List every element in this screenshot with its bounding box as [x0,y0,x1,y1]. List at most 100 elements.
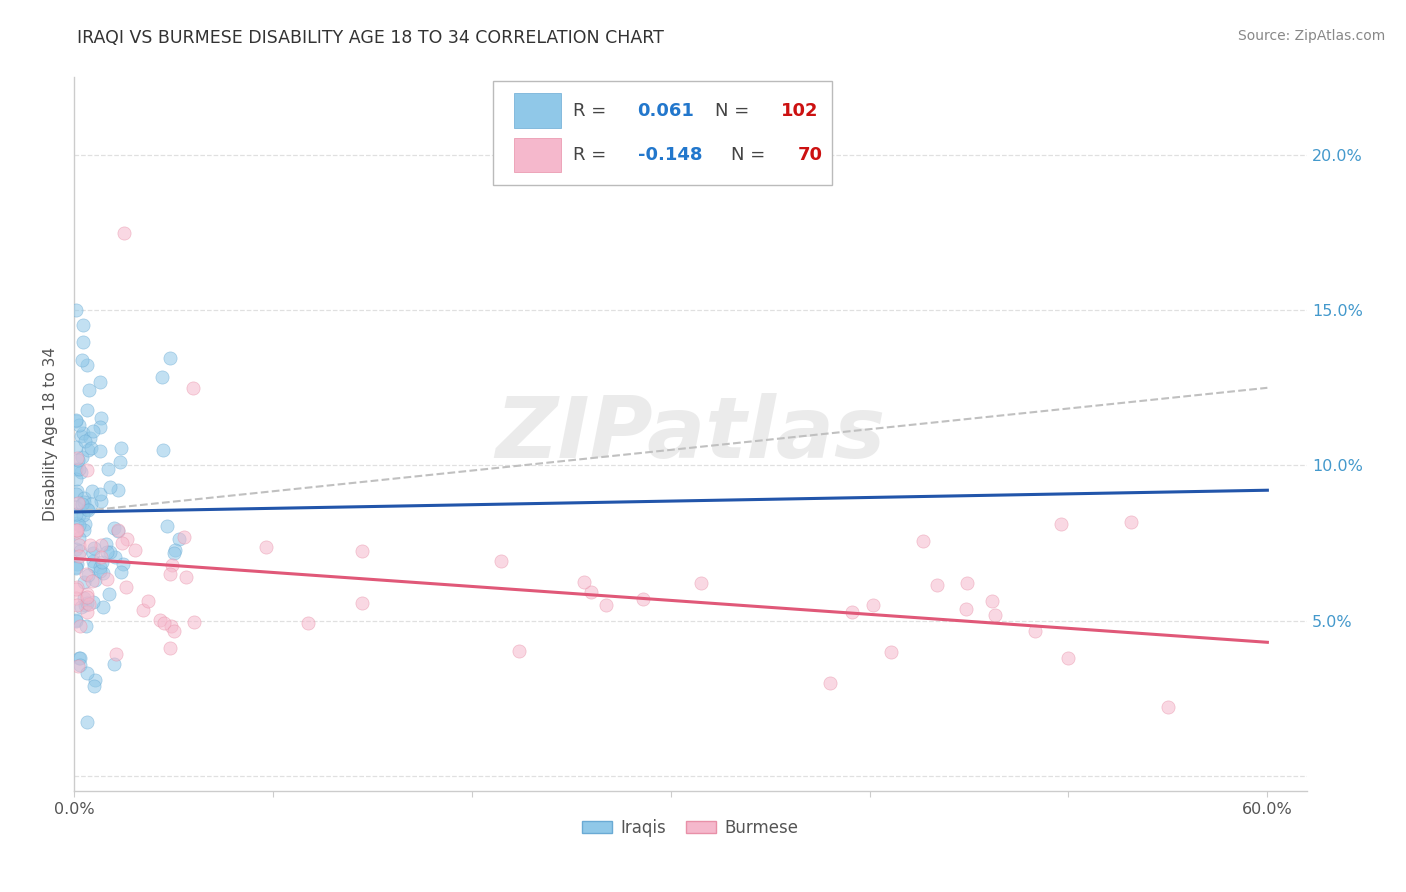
Point [76,666,98,681]
Point [67,531,90,545]
Point [132,603,155,617]
Point [67,508,90,522]
Point [69,651,91,665]
FancyBboxPatch shape [494,81,832,185]
Point [76,586,98,600]
Point [595,599,617,613]
Point [149,613,172,627]
Point [818,675,841,690]
Point [1050,516,1073,531]
Point [69,549,91,563]
Point [1057,650,1080,665]
Point [100,545,122,559]
Point [297,615,319,630]
Point [70,465,93,479]
Point [97,587,120,601]
Point [72,508,94,523]
Legend: Iraqis, Burmese: Iraqis, Burmese [575,813,806,844]
Point [76,463,98,477]
Point [572,575,595,590]
Point [167,532,190,546]
Point [880,645,903,659]
Point [72,425,94,440]
Point [76,596,98,610]
Point [508,644,530,658]
Point [159,351,181,366]
Point [1157,700,1180,714]
Point [69,429,91,443]
Point [69,658,91,673]
Point [76,358,98,372]
Point [76,502,98,516]
Point [350,543,373,558]
Text: IRAQI VS BURMESE DISABILITY AGE 18 TO 34 CORRELATION CHART: IRAQI VS BURMESE DISABILITY AGE 18 TO 34… [77,29,664,46]
Point [111,535,134,549]
Point [72,450,94,465]
Point [65,523,87,537]
Text: R =: R = [574,102,613,120]
Point [65,524,87,539]
Point [76,403,98,417]
Point [89,565,111,579]
Point [163,624,186,639]
Point [65,472,87,486]
Point [66,580,89,594]
Point [72,318,94,333]
Point [65,591,87,606]
Point [66,516,89,530]
Point [80,441,103,455]
Point [82,574,104,589]
Point [70,497,93,511]
Point [104,549,127,564]
Point [159,619,181,633]
Point [1024,624,1046,639]
Point [1119,515,1142,529]
Text: -0.148: -0.148 [637,146,702,164]
Text: N =: N = [716,102,755,120]
Point [80,484,103,499]
Point [75,567,97,582]
Point [254,540,277,554]
Point [67,658,90,673]
Point [114,580,136,594]
Point [65,440,87,454]
Point [841,605,863,619]
Point [65,613,87,627]
Point [66,484,89,499]
Point [65,302,87,317]
Point [73,517,96,532]
Point [65,614,87,628]
Point [65,413,87,427]
Point [89,376,111,390]
Point [107,483,129,498]
Point [67,538,90,552]
Point [67,517,90,532]
Point [82,595,104,609]
Point [89,486,111,500]
Point [152,443,174,458]
Point [70,352,93,367]
Point [103,521,125,535]
Point [66,453,89,467]
Point [76,605,98,619]
Point [65,559,87,574]
Point [75,598,97,612]
Y-axis label: Disability Age 18 to 34: Disability Age 18 to 34 [44,347,58,521]
Point [115,532,138,546]
Point [80,497,103,511]
Point [84,673,107,687]
Point [69,418,91,433]
Point [89,444,111,458]
Point [91,599,114,614]
Point [162,558,184,572]
Point [69,462,91,476]
Point [79,597,101,611]
Point [69,619,91,633]
Point [93,566,115,581]
Point [77,568,100,582]
Point [956,576,979,591]
Point [350,596,373,610]
Point [65,487,87,501]
Text: ZIPatlas: ZIPatlas [495,392,886,475]
Point [110,565,132,579]
